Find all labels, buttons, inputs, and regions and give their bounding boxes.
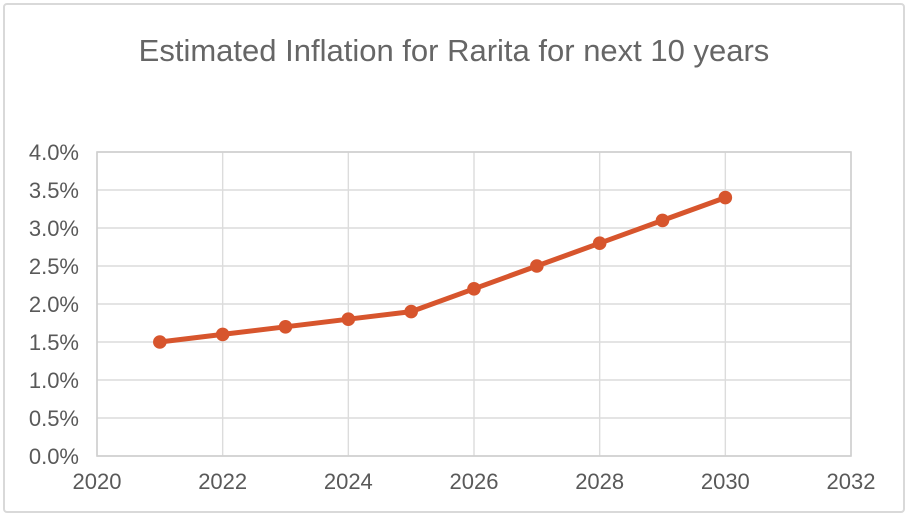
data-point-marker bbox=[530, 259, 544, 273]
x-axis-tick-label: 2032 bbox=[827, 469, 876, 494]
y-axis-tick-label: 1.5% bbox=[29, 330, 79, 355]
data-point-marker bbox=[404, 304, 418, 319]
y-axis-tick-label: 0.0% bbox=[29, 444, 79, 469]
data-point-marker bbox=[278, 320, 293, 334]
y-axis-tick-label: 2.0% bbox=[29, 292, 79, 317]
chart-title: Estimated Inflation for Rarita for next … bbox=[138, 33, 770, 68]
chart-card: Estimated Inflation for Rarita for next … bbox=[3, 3, 905, 513]
x-axis-tick-label: 2024 bbox=[324, 469, 373, 494]
x-axis-tick-label: 2026 bbox=[450, 469, 499, 494]
plot-border bbox=[96, 151, 852, 457]
data-point-marker bbox=[341, 312, 356, 327]
data-point-marker bbox=[215, 327, 230, 342]
data-point-marker bbox=[592, 236, 607, 250]
inflation-series-line bbox=[157, 195, 728, 345]
data-point-marker bbox=[153, 335, 167, 349]
y-axis-tick-label: 2.5% bbox=[29, 254, 79, 279]
y-axis-tick-label: 3.5% bbox=[29, 178, 79, 203]
x-axis-tick-label: 2020 bbox=[73, 469, 122, 494]
y-axis-tick-label: 1.0% bbox=[29, 368, 79, 393]
y-axis-tick-label: 0.5% bbox=[29, 406, 79, 431]
x-axis-tick-label: 2030 bbox=[701, 469, 750, 494]
y-axis-tick-label: 4.0% bbox=[29, 140, 79, 165]
x-axis-tick-label: 2022 bbox=[198, 469, 247, 494]
x-axis-tick-label: 2028 bbox=[575, 469, 624, 494]
y-axis-tick-label: 3.0% bbox=[29, 216, 79, 241]
line-chart: 4.0% 3.5% 3.0% 2.5% 2.0% 1.5% 1.0% 0.5% 0.0%2020… bbox=[29, 140, 876, 494]
data-point-marker bbox=[467, 282, 481, 296]
data-point-marker bbox=[655, 213, 670, 228]
data-point-marker bbox=[718, 190, 733, 205]
